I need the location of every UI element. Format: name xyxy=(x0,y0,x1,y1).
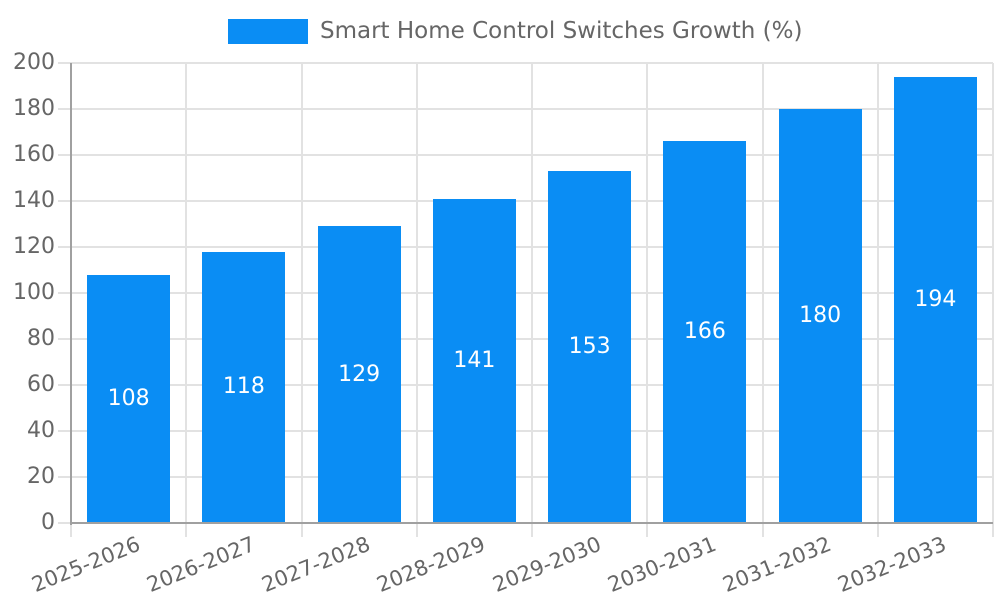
x-gridline xyxy=(415,63,418,537)
y-tick-label: 120 xyxy=(13,234,55,259)
bar[interactable] xyxy=(893,76,977,523)
x-tick-label: 2030-2031 xyxy=(604,531,720,598)
y-gridline xyxy=(58,384,993,386)
bar-value-label: 153 xyxy=(568,334,611,360)
bar[interactable] xyxy=(663,141,747,523)
x-tick-label: 2031-2032 xyxy=(719,531,835,598)
y-tick-label: 140 xyxy=(13,188,55,213)
x-tick-label: 2027-2028 xyxy=(258,531,374,598)
x-gridline xyxy=(185,63,188,537)
x-tick-label: 2032-2033 xyxy=(834,531,950,598)
bar-value-label: 108 xyxy=(107,385,150,411)
y-tick-label: 40 xyxy=(27,418,55,443)
y-tick-label: 80 xyxy=(27,326,55,351)
legend-label: Smart Home Control Switches Growth (%) xyxy=(320,18,803,44)
y-gridline xyxy=(58,154,993,156)
y-gridline xyxy=(58,338,993,340)
y-gridline xyxy=(58,430,993,432)
y-gridline xyxy=(58,108,993,110)
x-gridline xyxy=(531,63,533,537)
bar-value-label: 166 xyxy=(683,319,726,345)
y-tick-label: 200 xyxy=(13,50,55,75)
x-tick-label: 2026-2027 xyxy=(143,531,259,598)
y-gridline xyxy=(58,476,993,478)
x-gridline xyxy=(646,63,649,537)
x-gridline xyxy=(876,63,879,537)
bar-value-label: 118 xyxy=(222,374,265,400)
y-axis-line xyxy=(70,63,72,525)
x-tick-label: 2025-2026 xyxy=(27,531,144,598)
bar-value-label: 141 xyxy=(453,347,496,373)
x-gridline xyxy=(300,63,303,537)
bar[interactable] xyxy=(87,274,171,523)
bar[interactable] xyxy=(317,226,401,523)
y-tick-label: 100 xyxy=(13,280,55,305)
x-gridline xyxy=(761,63,764,537)
bar-value-label: 129 xyxy=(338,361,381,387)
y-tick-label: 0 xyxy=(41,510,55,535)
bar[interactable] xyxy=(548,171,632,523)
bar-value-label: 180 xyxy=(799,303,842,328)
bar-value-label: 194 xyxy=(914,286,957,312)
y-gridline xyxy=(58,246,993,248)
y-tick-label: 20 xyxy=(27,464,55,489)
bar[interactable] xyxy=(778,109,862,523)
y-gridline xyxy=(58,62,993,64)
x-tick-label: 2029-2030 xyxy=(488,531,605,598)
legend-swatch xyxy=(228,19,308,44)
x-tick-label: 2028-2029 xyxy=(373,531,489,598)
y-gridline xyxy=(58,200,993,202)
x-axis-line xyxy=(70,522,993,524)
bar[interactable] xyxy=(432,198,516,523)
y-gridline xyxy=(58,292,993,294)
y-tick-label: 160 xyxy=(13,142,55,167)
y-tick-label: 180 xyxy=(13,96,55,121)
x-gridline xyxy=(992,63,994,537)
y-tick-label: 60 xyxy=(27,372,55,397)
bar[interactable] xyxy=(202,251,286,523)
